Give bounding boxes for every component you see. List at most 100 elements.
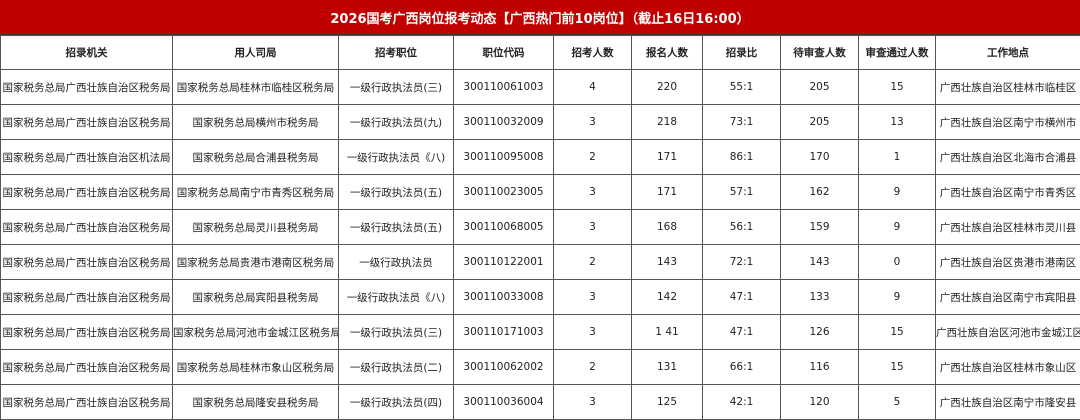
table-cell: 国家税务总局广西壮族自治区税务局	[1, 350, 173, 385]
table-row: 国家税务总局广西壮族自治区税务局国家税务总局横州市税务局一级行政执法员(九)30…	[1, 105, 1080, 140]
table-cell: 广西壮族自治区南宁市宾阳县	[936, 280, 1080, 315]
table-cell: 1 41	[632, 315, 703, 350]
table-cell: 3	[554, 210, 632, 245]
column-header: 审查通过人数	[859, 36, 936, 70]
table-cell: 2	[554, 245, 632, 280]
table-cell: 15	[859, 315, 936, 350]
table-cell: 170	[781, 140, 859, 175]
table-cell: 2	[554, 350, 632, 385]
table-cell: 300110095008	[454, 140, 554, 175]
table-cell: 广西壮族自治区南宁市横州市	[936, 105, 1080, 140]
table-cell: 国家税务总局河池市金城江区税务局	[173, 315, 339, 350]
table-cell: 国家税务总局广西壮族自治区机法局	[1, 140, 173, 175]
table-cell: 73:1	[703, 105, 781, 140]
column-header: 职位代码	[454, 36, 554, 70]
table-cell: 171	[632, 175, 703, 210]
column-header: 招考职位	[339, 36, 454, 70]
table-cell: 56:1	[703, 210, 781, 245]
table-cell: 一级行政执法员(二)	[339, 350, 454, 385]
table-cell: 9	[859, 280, 936, 315]
table-cell: 国家税务总局横州市税务局	[173, 105, 339, 140]
table-cell: 3	[554, 280, 632, 315]
table-cell: 国家税务总局南宁市青秀区税务局	[173, 175, 339, 210]
table-cell: 广西壮族自治区河池市金城江区	[936, 315, 1080, 350]
table-cell: 广西壮族自治区南宁市隆安县	[936, 385, 1080, 420]
positions-table: 招录机关用人司局招考职位职位代码招考人数报名人数招录比待审查人数审查通过人数工作…	[0, 35, 1080, 420]
table-cell: 国家税务总局广西壮族自治区税务局	[1, 175, 173, 210]
table-cell: 国家税务总局宾阳县税务局	[173, 280, 339, 315]
table-cell: 300110171003	[454, 315, 554, 350]
table-row: 国家税务总局广西壮族自治区税务局国家税务总局灵川县税务局一级行政执法员(五)30…	[1, 210, 1080, 245]
table-cell: 9	[859, 175, 936, 210]
table-row: 国家税务总局广西壮族自治区税务局国家税务总局隆安县税务局一级行政执法员(四)30…	[1, 385, 1080, 420]
table-cell: 广西壮族自治区桂林市灵川县	[936, 210, 1080, 245]
table-cell: 广西壮族自治区北海市合浦县	[936, 140, 1080, 175]
table-cell: 9	[859, 210, 936, 245]
table-cell: 一级行政执法员(三)	[339, 315, 454, 350]
table-cell: 72:1	[703, 245, 781, 280]
table-cell: 57:1	[703, 175, 781, 210]
table-cell: 300110023005	[454, 175, 554, 210]
table-cell: 143	[781, 245, 859, 280]
table-cell: 131	[632, 350, 703, 385]
table-cell: 一级行政执法员	[339, 245, 454, 280]
table-cell: 47:1	[703, 315, 781, 350]
table-cell: 2	[554, 140, 632, 175]
table-cell: 66:1	[703, 350, 781, 385]
table-cell: 国家税务总局广西壮族自治区税务局	[1, 210, 173, 245]
table-cell: 广西壮族自治区桂林市临桂区	[936, 70, 1080, 105]
header-row: 招录机关用人司局招考职位职位代码招考人数报名人数招录比待审查人数审查通过人数工作…	[1, 36, 1080, 70]
table-title: 2026国考广西岗位报考动态【广西热门前10岗位】（截止16日16:00）	[0, 0, 1080, 35]
table-cell: 86:1	[703, 140, 781, 175]
table-cell: 171	[632, 140, 703, 175]
table-cell: 300110068005	[454, 210, 554, 245]
table-cell: 一级行政执法员(三)	[339, 70, 454, 105]
table-cell: 3	[554, 315, 632, 350]
column-header: 报名人数	[632, 36, 703, 70]
table-cell: 47:1	[703, 280, 781, 315]
table-cell: 4	[554, 70, 632, 105]
column-header: 工作地点	[936, 36, 1080, 70]
table-cell: 一级行政执法员《八)	[339, 140, 454, 175]
table-cell: 国家税务总局合浦县税务局	[173, 140, 339, 175]
table-cell: 126	[781, 315, 859, 350]
table-cell: 3	[554, 105, 632, 140]
table-cell: 133	[781, 280, 859, 315]
table-cell: 125	[632, 385, 703, 420]
table-cell: 国家税务总局广西壮族自治区税务局	[1, 315, 173, 350]
table-cell: 205	[781, 105, 859, 140]
table-cell: 162	[781, 175, 859, 210]
table-row: 国家税务总局广西壮族自治区机法局国家税务总局合浦县税务局一级行政执法员《八)30…	[1, 140, 1080, 175]
table-cell: 13	[859, 105, 936, 140]
table-cell: 国家税务总局广西壮族自治区税务局	[1, 385, 173, 420]
table-cell: 142	[632, 280, 703, 315]
table-cell: 一级行政执法员(九)	[339, 105, 454, 140]
table-cell: 116	[781, 350, 859, 385]
table-cell: 300110061003	[454, 70, 554, 105]
column-header: 招考人数	[554, 36, 632, 70]
table-cell: 15	[859, 350, 936, 385]
table-cell: 一级行政执法员《八)	[339, 280, 454, 315]
table-cell: 3	[554, 175, 632, 210]
table-cell: 300110122001	[454, 245, 554, 280]
table-cell: 1	[859, 140, 936, 175]
table-row: 国家税务总局广西壮族自治区税务局国家税务总局桂林市象山区税务局一级行政执法员(二…	[1, 350, 1080, 385]
table-cell: 15	[859, 70, 936, 105]
table-cell: 国家税务总局隆安县税务局	[173, 385, 339, 420]
table-cell: 168	[632, 210, 703, 245]
table-cell: 159	[781, 210, 859, 245]
table-row: 国家税务总局广西壮族自治区税务局国家税务总局宾阳县税务局一级行政执法员《八)30…	[1, 280, 1080, 315]
table-cell: 143	[632, 245, 703, 280]
table-cell: 一级行政执法员(五)	[339, 175, 454, 210]
table-cell: 国家税务总局桂林市象山区税务局	[173, 350, 339, 385]
table-cell: 广西壮族自治区南宁市青秀区	[936, 175, 1080, 210]
table-cell: 3	[554, 385, 632, 420]
table-row: 国家税务总局广西壮族自治区税务局国家税务总局南宁市青秀区税务局一级行政执法员(五…	[1, 175, 1080, 210]
table-cell: 5	[859, 385, 936, 420]
table-cell: 300110062002	[454, 350, 554, 385]
table-cell: 广西壮族自治区桂林市象山区	[936, 350, 1080, 385]
column-header: 招录机关	[1, 36, 173, 70]
table-cell: 国家税务总局广西壮族自治区税务局	[1, 105, 173, 140]
table-cell: 205	[781, 70, 859, 105]
